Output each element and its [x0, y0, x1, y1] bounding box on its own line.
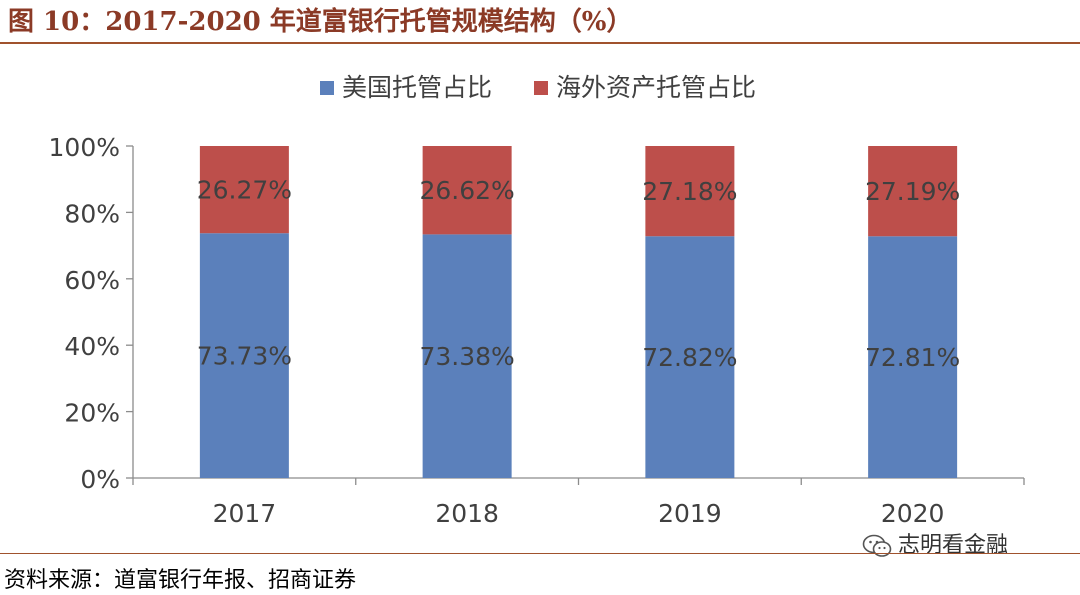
y-tick-label: 0%: [80, 465, 120, 494]
watermark-text: 志明看金融: [898, 533, 1009, 558]
data-label-2017-series-1: 73.73%: [197, 342, 292, 371]
x-tick-label: 2020: [881, 499, 945, 528]
bar-2017-series-2: [199, 146, 289, 234]
data-label-2020-series-1: 72.81%: [865, 343, 960, 372]
bar-2017-series-1: [199, 233, 289, 478]
data-label-2018-series-2: 26.62%: [419, 176, 514, 205]
bar-2019-series-1: [645, 236, 735, 478]
legend-label-1: 美国托管占比: [342, 73, 492, 102]
bar-2020-series-1: [868, 236, 958, 478]
x-tick-label: 2018: [435, 499, 499, 528]
x-tick-label: 2017: [213, 499, 277, 528]
y-tick-label: 60%: [64, 266, 120, 295]
data-label-2019-series-2: 27.18%: [642, 177, 737, 206]
y-tick-label: 40%: [64, 332, 120, 361]
data-label-2020-series-2: 27.19%: [865, 177, 960, 206]
bar-2020-series-2: [868, 146, 958, 237]
legend-label-2: 海外资产托管占比: [556, 73, 756, 102]
source-note: 资料来源：道富银行年报、招商证券: [4, 568, 357, 593]
stacked-bar-chart: 美国托管占比 海外资产托管占比 0% 20% 40% 60% 80% 100% 73.73% 26…: [49, 73, 1025, 528]
figure-title: 图 10：2017-2020 年道富银行托管规模结构（%）: [8, 7, 633, 37]
y-tick-label: 100%: [49, 133, 120, 162]
bar-2018-series-2: [422, 146, 512, 235]
source-divider: [0, 553, 1080, 554]
bar-2018-series-1: [422, 234, 512, 478]
y-tick-label: 20%: [64, 399, 120, 428]
title-divider: [0, 42, 1080, 44]
data-label-2019-series-1: 72.82%: [642, 343, 737, 372]
legend-swatch-1: [320, 81, 334, 95]
wechat-icon: [862, 534, 892, 557]
watermark: 志明看金融: [862, 531, 1008, 561]
x-tick-label: 2019: [658, 499, 722, 528]
legend-swatch-2: [534, 81, 548, 95]
data-label-2018-series-1: 73.38%: [419, 342, 514, 371]
y-tick-label: 80%: [64, 199, 120, 228]
data-label-2017-series-2: 26.27%: [197, 176, 292, 205]
bar-2019-series-2: [645, 146, 735, 237]
